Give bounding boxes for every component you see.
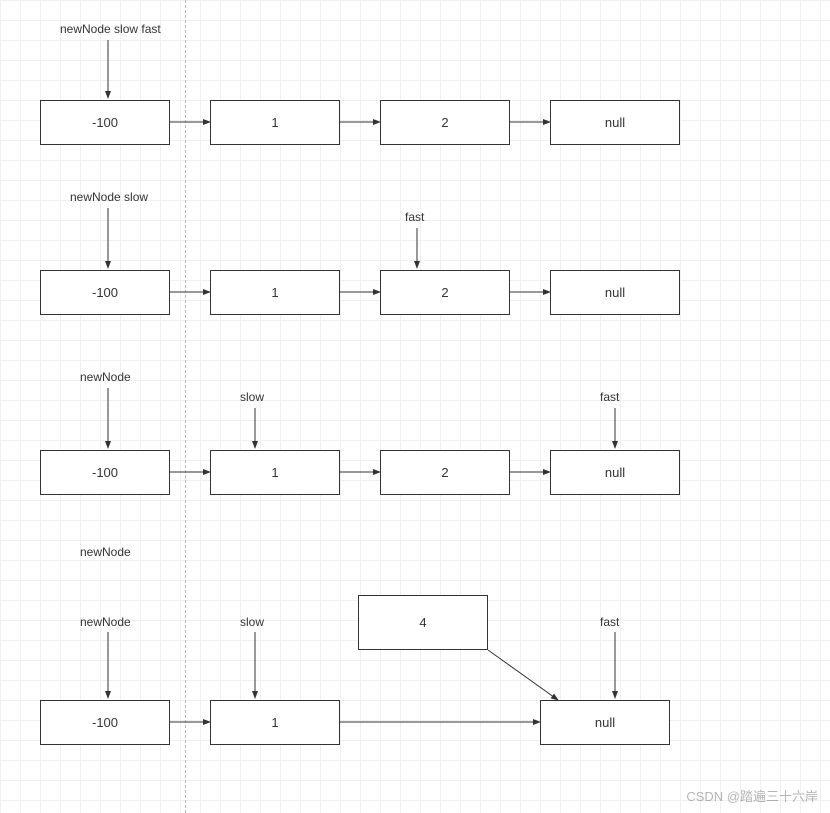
list-node: 2: [380, 270, 510, 315]
pointer-label: fast: [600, 615, 619, 629]
pointer-label: fast: [405, 210, 424, 224]
list-node: 1: [210, 700, 340, 745]
pointer-label: slow: [240, 615, 264, 629]
pointer-label: newNode slow fast: [60, 22, 161, 36]
list-node: null: [550, 100, 680, 145]
list-node: -100: [40, 270, 170, 315]
pointer-label: newNode: [80, 615, 131, 629]
list-node: 1: [210, 270, 340, 315]
list-node: null: [550, 450, 680, 495]
list-node: 1: [210, 450, 340, 495]
watermark: CSDN @踏遍三十六岸: [686, 786, 818, 805]
pointer-label: newNode slow: [70, 190, 148, 204]
list-node: 4: [358, 595, 488, 650]
dashed-divider: [185, 0, 186, 813]
list-node: null: [550, 270, 680, 315]
pointer-label: fast: [600, 390, 619, 404]
pointer-label: slow: [240, 390, 264, 404]
pointer-label: newNode: [80, 545, 131, 559]
pointer-label: newNode: [80, 370, 131, 384]
list-node: -100: [40, 100, 170, 145]
list-node: 2: [380, 100, 510, 145]
list-node: null: [540, 700, 670, 745]
list-node: -100: [40, 450, 170, 495]
list-node: 1: [210, 100, 340, 145]
list-node: -100: [40, 700, 170, 745]
list-node: 2: [380, 450, 510, 495]
